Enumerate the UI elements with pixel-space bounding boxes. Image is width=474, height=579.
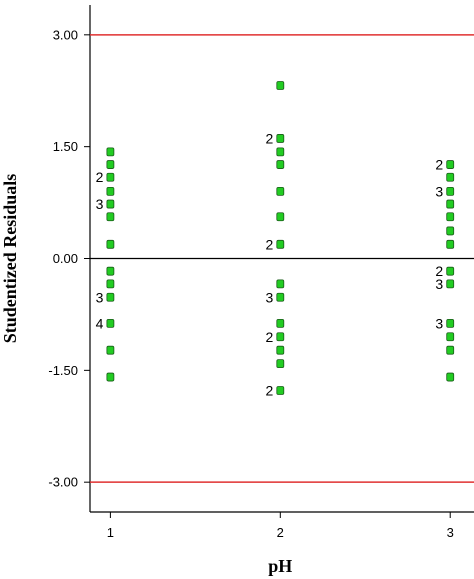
point-count-label: 2 (435, 263, 443, 279)
residual-point (276, 186, 285, 196)
residual-point (276, 292, 285, 302)
residual-point (446, 318, 455, 328)
residual-point (446, 226, 455, 236)
y-tick-label: 1.50 (53, 139, 78, 154)
residual-point (106, 345, 115, 355)
residual-point (106, 147, 115, 157)
point-count-label: 2 (266, 236, 274, 252)
data-points (106, 81, 455, 395)
y-axis-ticks: 3.00 1.50 0.00 -1.50 -3.00 (48, 27, 90, 490)
point-count-label: 3 (435, 183, 443, 199)
residual-point (106, 199, 115, 209)
residual-point (446, 372, 455, 382)
residual-point (106, 239, 115, 249)
residual-point (276, 239, 285, 249)
residual-point (106, 212, 115, 222)
residual-point (276, 318, 285, 328)
residual-point (446, 160, 455, 169)
residual-point (276, 386, 285, 395)
y-axis-title: Studentized Residuals (0, 174, 20, 344)
y-tick-label: 0.00 (53, 251, 78, 266)
residual-point (276, 134, 285, 143)
residual-point (276, 147, 285, 157)
point-count-label: 2 (266, 130, 274, 146)
residual-point (106, 160, 115, 169)
point-count-label: 2 (435, 157, 443, 173)
y-tick-label: -3.00 (48, 475, 78, 490)
residual-point (446, 332, 455, 342)
point-count-label: 2 (266, 329, 274, 345)
residual-point (276, 279, 285, 289)
residual-point (446, 345, 455, 355)
point-count-label: 3 (266, 289, 274, 305)
reference-lines (90, 34, 474, 483)
x-tick-label: 3 (447, 525, 454, 540)
residual-point (446, 266, 455, 276)
residual-point (106, 372, 115, 382)
point-count-label: 2 (266, 382, 274, 398)
y-tick-label: -1.50 (48, 363, 78, 378)
residual-point (276, 212, 285, 222)
residual-point (446, 279, 455, 289)
residual-point (276, 345, 285, 355)
residual-point (446, 186, 455, 196)
x-axis-ticks: 1 2 3 (107, 512, 454, 540)
residual-point (106, 279, 115, 289)
point-count-label: 3 (435, 276, 443, 292)
point-count-label: 4 (96, 315, 104, 331)
residual-point (446, 199, 455, 209)
residual-point (106, 292, 115, 302)
residual-point (446, 172, 455, 182)
x-tick-label: 2 (277, 525, 284, 540)
y-tick-label: 3.00 (53, 27, 78, 42)
x-axis-title: pH (268, 556, 292, 576)
point-count-label: 3 (96, 196, 104, 212)
residual-point (276, 160, 285, 169)
residual-point (276, 332, 285, 342)
residual-point (446, 212, 455, 222)
residual-point (106, 318, 115, 328)
point-count-label: 2 (96, 169, 104, 185)
point-count-label: 3 (435, 315, 443, 331)
point-count-label: 3 (96, 289, 104, 305)
residual-point (446, 239, 455, 249)
residual-point (106, 172, 115, 182)
x-tick-label: 1 (107, 525, 114, 540)
residual-point (106, 186, 115, 196)
residual-point (276, 81, 285, 90)
residual-point (106, 266, 115, 276)
residual-point (276, 359, 285, 369)
